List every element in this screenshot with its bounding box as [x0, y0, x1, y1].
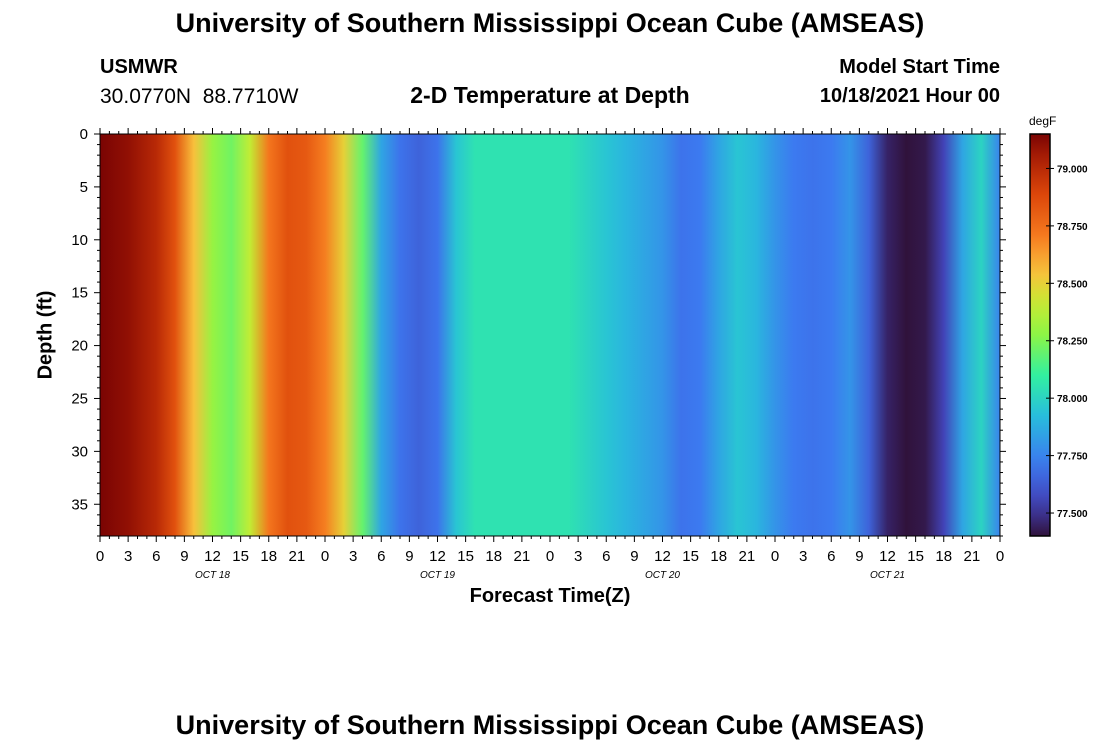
- page-title: University of Southern Mississippi Ocean…: [175, 8, 925, 38]
- y-axis: 0 5 10 15 20 25 30 35: [71, 126, 1006, 537]
- x-tick-label: 6: [152, 548, 160, 565]
- colorbar-scale: [1029, 133, 1051, 537]
- colorbar-tick-label: 79.000: [1057, 164, 1088, 175]
- x-tick-label: 18: [710, 548, 727, 565]
- x-tick-label: 15: [457, 548, 474, 565]
- colorbar-tick-label: 78.000: [1057, 394, 1088, 405]
- model-start-value: 10/18/2021 Hour 00: [819, 85, 1000, 107]
- x-tick-label: 0: [321, 548, 329, 565]
- x-tick-label: 9: [630, 548, 638, 565]
- colorbar-tick-label: 78.250: [1057, 337, 1088, 348]
- colorbar-tick-label: 78.750: [1057, 222, 1088, 233]
- x-tick-label: 21: [289, 548, 306, 565]
- x-tick-label: 3: [799, 548, 807, 565]
- x-tick-label: 3: [349, 548, 357, 565]
- y-tick-label: 0: [80, 126, 88, 143]
- x-tick-label: 21: [514, 548, 531, 565]
- y-tick-label: 10: [71, 232, 88, 249]
- x-tick-label: 6: [827, 548, 835, 565]
- x-tick-label: 3: [574, 548, 582, 565]
- y-tick-label: 15: [71, 285, 88, 302]
- x-tick-label: 18: [260, 548, 277, 565]
- x-tick-label: 12: [204, 548, 221, 565]
- date-label: OCT 21: [870, 570, 905, 581]
- model-start-label: Model Start Time: [839, 56, 1000, 78]
- y-tick-label: 35: [71, 496, 88, 513]
- y-axis-label: Depth (ft): [34, 290, 57, 380]
- station-coords: 30.0770N 88.7710W: [100, 85, 299, 108]
- plot-area: [99, 133, 1001, 537]
- date-label: OCT 18: [195, 570, 230, 581]
- x-tick-label: 6: [377, 548, 385, 565]
- x-tick-label: 18: [485, 548, 502, 565]
- heatmap-field: [100, 134, 1000, 536]
- x-axis: 0 3 6 9 12 15 18 21 0 3 6 9 12 15 18 21 0 3 6 9 12 15 18 21 0 3 6 9…: [96, 128, 1004, 581]
- colorbar-tick-label: 77.500: [1057, 509, 1088, 520]
- y-tick-label: 5: [80, 179, 88, 196]
- x-tick-label: 9: [180, 548, 188, 565]
- x-tick-label: 3: [124, 548, 132, 565]
- chart-subtitle: 2-D Temperature at Depth: [410, 82, 690, 108]
- x-tick-label: 21: [739, 548, 756, 565]
- x-tick-label: 12: [879, 548, 896, 565]
- x-tick-label: 0: [546, 548, 554, 565]
- date-label: OCT 20: [645, 570, 680, 581]
- x-tick-label: 15: [907, 548, 924, 565]
- colorbar: 79.000 78.750 78.500 78.250 78.000 77.750 77.5…: [1029, 133, 1088, 537]
- station-id: USMWR: [100, 56, 178, 78]
- x-tick-label: 6: [602, 548, 610, 565]
- x-tick-label: 0: [771, 548, 779, 565]
- y-tick-label: 20: [71, 338, 88, 355]
- x-tick-label: 12: [654, 548, 671, 565]
- colorbar-unit: degF: [1029, 114, 1057, 128]
- x-tick-label: 9: [405, 548, 413, 565]
- x-tick-label: 18: [935, 548, 952, 565]
- colorbar-tick-label: 77.750: [1057, 452, 1088, 463]
- y-tick-label: 30: [71, 443, 88, 460]
- footer-title: University of Southern Mississippi Ocean…: [175, 710, 925, 740]
- x-tick-label: 9: [855, 548, 863, 565]
- x-tick-label: 21: [964, 548, 981, 565]
- x-tick-label: 15: [682, 548, 699, 565]
- x-axis-label: Forecast Time(Z): [469, 585, 631, 607]
- y-tick-label: 25: [71, 390, 88, 407]
- x-tick-label: 0: [996, 548, 1004, 565]
- x-tick-label: 12: [429, 548, 446, 565]
- colorbar-tick-label: 78.500: [1057, 279, 1088, 290]
- x-tick-label: 15: [232, 548, 249, 565]
- x-tick-label: 0: [96, 548, 104, 565]
- date-label: OCT 19: [420, 570, 455, 581]
